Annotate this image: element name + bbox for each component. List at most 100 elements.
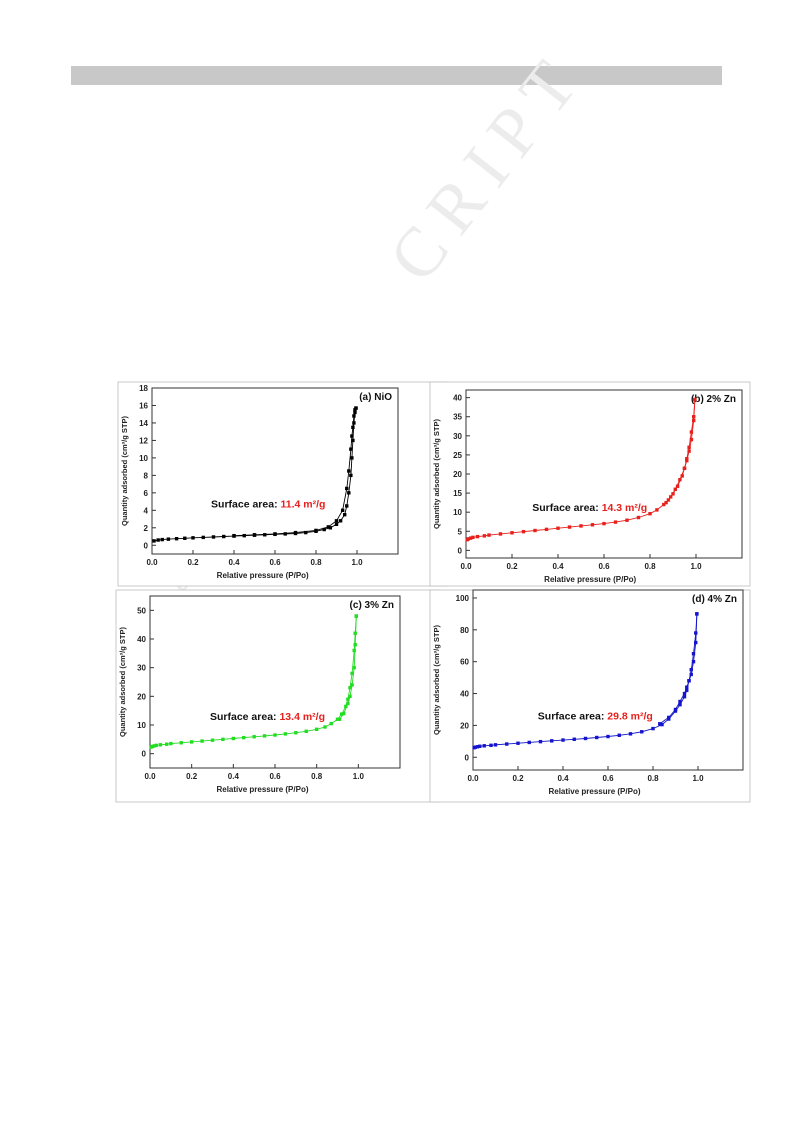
chart2-data-point [682, 466, 687, 470]
chart2-ytick-label: 10 [453, 508, 462, 517]
chart4-data-point [678, 702, 682, 707]
chart1-panel: 0.0 0.2 0.4 0.6 0.8 1.0 0 2 4 6 8 10 12 14 16 18 Relativ… [117, 381, 448, 587]
chart1-data-point [293, 530, 298, 535]
chart3-ytick-label: 0 [142, 750, 147, 759]
chart1-ytick-label: 14 [139, 419, 148, 428]
chart4-annotation-value: 29.8 m²/g [607, 711, 653, 723]
chart2-annotation-value: 14.3 m²/g [602, 502, 648, 514]
chart3-data-point [342, 711, 346, 716]
chart2-surface-area-annotation: Surface area: 14.3 m²/g [532, 502, 647, 514]
chart3-ytick-label: 40 [137, 635, 146, 644]
chart1-data-point [232, 533, 236, 538]
chart4-data-point [691, 652, 696, 656]
chart3-data-point [353, 643, 357, 647]
chart2-data-point [685, 458, 689, 463]
chart2-ytick-label: 25 [453, 451, 462, 460]
chart4-data-point [583, 736, 588, 741]
chart1-data-point [347, 469, 351, 473]
chart4-data-point [678, 699, 682, 704]
chart1-data-point [353, 408, 357, 412]
chart1-data-point [326, 525, 330, 529]
chart3-panel: 0.0 0.2 0.4 0.6 0.8 1.0 0 10 20 30 40 50 Relative pr… [115, 589, 440, 803]
chart1-ytick-label: 2 [144, 524, 149, 533]
chart3-surface-area-annotation: Surface area: 13.4 m²/g [210, 711, 325, 723]
chart2-xtick-label: 0.0 [460, 562, 472, 571]
chart4-data-point [689, 672, 693, 677]
chart3-data-point [283, 732, 288, 736]
chart1-data-point [349, 447, 353, 451]
chart1-ylabel: Quantity adsorbed (cm³/g STP) [120, 415, 129, 526]
chart2-data-point [680, 474, 684, 478]
chart4-data-point [489, 743, 493, 748]
chart1-ytick-label: 12 [139, 436, 148, 445]
chart4-xtick-label: 0.6 [602, 774, 614, 783]
chart1-annotation-prefix: Surface area: [211, 499, 280, 511]
chart4-data-point [685, 685, 689, 689]
chart4-data-point [527, 740, 531, 745]
chart3-data-point [346, 701, 350, 706]
chart4-annotation-prefix: Surface area: [538, 711, 607, 723]
chart1-ytick-label: 16 [139, 401, 148, 410]
chart3-data-point [352, 665, 356, 670]
chart3-panel-label: (c) 3% Zn [350, 600, 394, 611]
chart1-annotation-value: 11.4 m²/g [281, 499, 326, 511]
chart2-ylabel: Quantity adsorbed (cm³/g STP) [432, 418, 441, 529]
chart3-data-point [210, 738, 215, 742]
chart1-xtick-label: 0.0 [146, 558, 158, 567]
chart2-ytick-label: 20 [453, 470, 462, 479]
chart4-data-point [516, 741, 520, 745]
chart2-data-point [487, 533, 491, 537]
chart2-data-point [556, 526, 560, 530]
chart4-ytick-label: 80 [460, 626, 469, 635]
chart1-data-point [352, 414, 356, 418]
chart2-data-point [466, 537, 470, 541]
chart2-data-point [482, 534, 487, 538]
chart3-data-point [158, 743, 163, 747]
chart1-data-point [322, 527, 326, 532]
chart2-data-point [567, 525, 572, 529]
chart1-data-point [338, 519, 343, 523]
chart4-data-point [538, 739, 543, 744]
chart2-frame [429, 381, 751, 587]
chart3-data-point [314, 727, 319, 731]
chart1-data-point [351, 438, 355, 443]
chart2-ytick-label: 15 [453, 489, 462, 498]
chart4-data-point [640, 730, 644, 734]
chart4-data-point [689, 667, 693, 672]
chart3-data-point [154, 743, 158, 748]
chart3-data-point [329, 721, 333, 726]
chart2-data-point [636, 515, 641, 520]
chart1-data-point [283, 532, 287, 536]
chart4-data-point [685, 688, 689, 693]
chart3-ylabel: Quantity adsorbed (cm³/g STP) [118, 626, 127, 737]
chart4-ytick-label: 20 [460, 721, 469, 730]
chart4-data-point [682, 695, 687, 699]
chart1-surface-area-annotation: Surface area: 11.4 m²/g [211, 499, 325, 511]
chart1-data-point [354, 406, 358, 410]
chart1-xtick-label: 1.0 [351, 558, 363, 567]
chart2-data-point [544, 527, 549, 532]
chart4-panel-label: (d) 4% Zn [692, 594, 737, 605]
chart2-data-point [693, 397, 697, 402]
chart4-ytick-label: 60 [460, 658, 469, 667]
chart4-data-point [660, 722, 664, 727]
chart1-ytick-label: 8 [144, 471, 149, 480]
chart1-data-point [201, 535, 205, 540]
chart3-data-point [323, 725, 327, 729]
chart1-data-point [352, 421, 356, 425]
chart4-data-point [673, 707, 678, 712]
chart1-data-point [347, 491, 351, 495]
chart2-xtick-label: 0.4 [552, 562, 564, 571]
chart2-panel: 0.0 0.2 0.4 0.6 0.8 1.0 0 5 10 15 20 25 30 35 40 Relati… [429, 381, 751, 587]
chart3-data-point [335, 717, 340, 721]
chart2-data-point [662, 502, 666, 507]
chart1-ytick-label: 4 [144, 506, 149, 515]
chart2-data-point [579, 524, 583, 528]
chart2-ytick-label: 5 [458, 527, 463, 536]
chart4-data-point [493, 743, 498, 747]
chart2-xtick-label: 0.2 [506, 562, 518, 571]
chart3-data-point [354, 614, 358, 618]
chart1-data-point [328, 526, 333, 530]
chart2-ytick-label: 0 [458, 546, 463, 555]
